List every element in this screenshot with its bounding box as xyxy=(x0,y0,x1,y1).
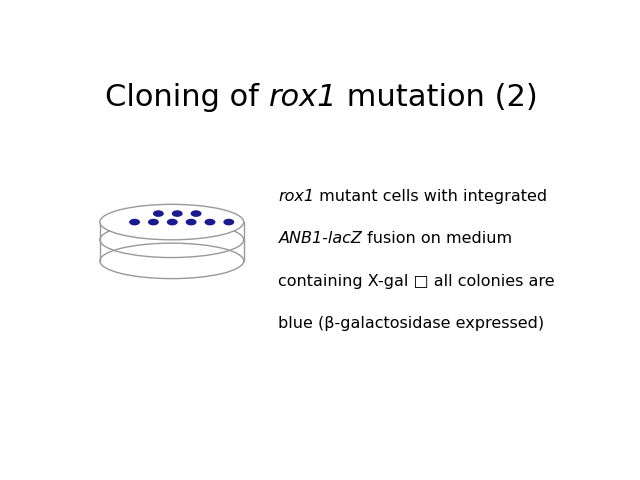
Ellipse shape xyxy=(172,210,182,217)
Ellipse shape xyxy=(129,219,140,226)
Text: rox1: rox1 xyxy=(268,84,337,112)
Text: fusion on medium: fusion on medium xyxy=(362,231,513,246)
Text: containing X-gal □ all colonies are: containing X-gal □ all colonies are xyxy=(278,274,555,289)
Text: ANB1-lacZ: ANB1-lacZ xyxy=(278,231,362,246)
Ellipse shape xyxy=(205,219,216,226)
Ellipse shape xyxy=(223,219,234,226)
Ellipse shape xyxy=(100,204,244,240)
Ellipse shape xyxy=(167,219,178,226)
Ellipse shape xyxy=(148,219,159,226)
Text: mutant cells with integrated: mutant cells with integrated xyxy=(314,189,548,204)
Text: Cloning of: Cloning of xyxy=(105,84,268,112)
Ellipse shape xyxy=(153,210,164,217)
Ellipse shape xyxy=(191,210,202,217)
Text: rox1: rox1 xyxy=(278,189,314,204)
Text: blue (β-galactosidase expressed): blue (β-galactosidase expressed) xyxy=(278,316,545,331)
Text: mutation (2): mutation (2) xyxy=(337,84,538,112)
Ellipse shape xyxy=(186,219,196,226)
